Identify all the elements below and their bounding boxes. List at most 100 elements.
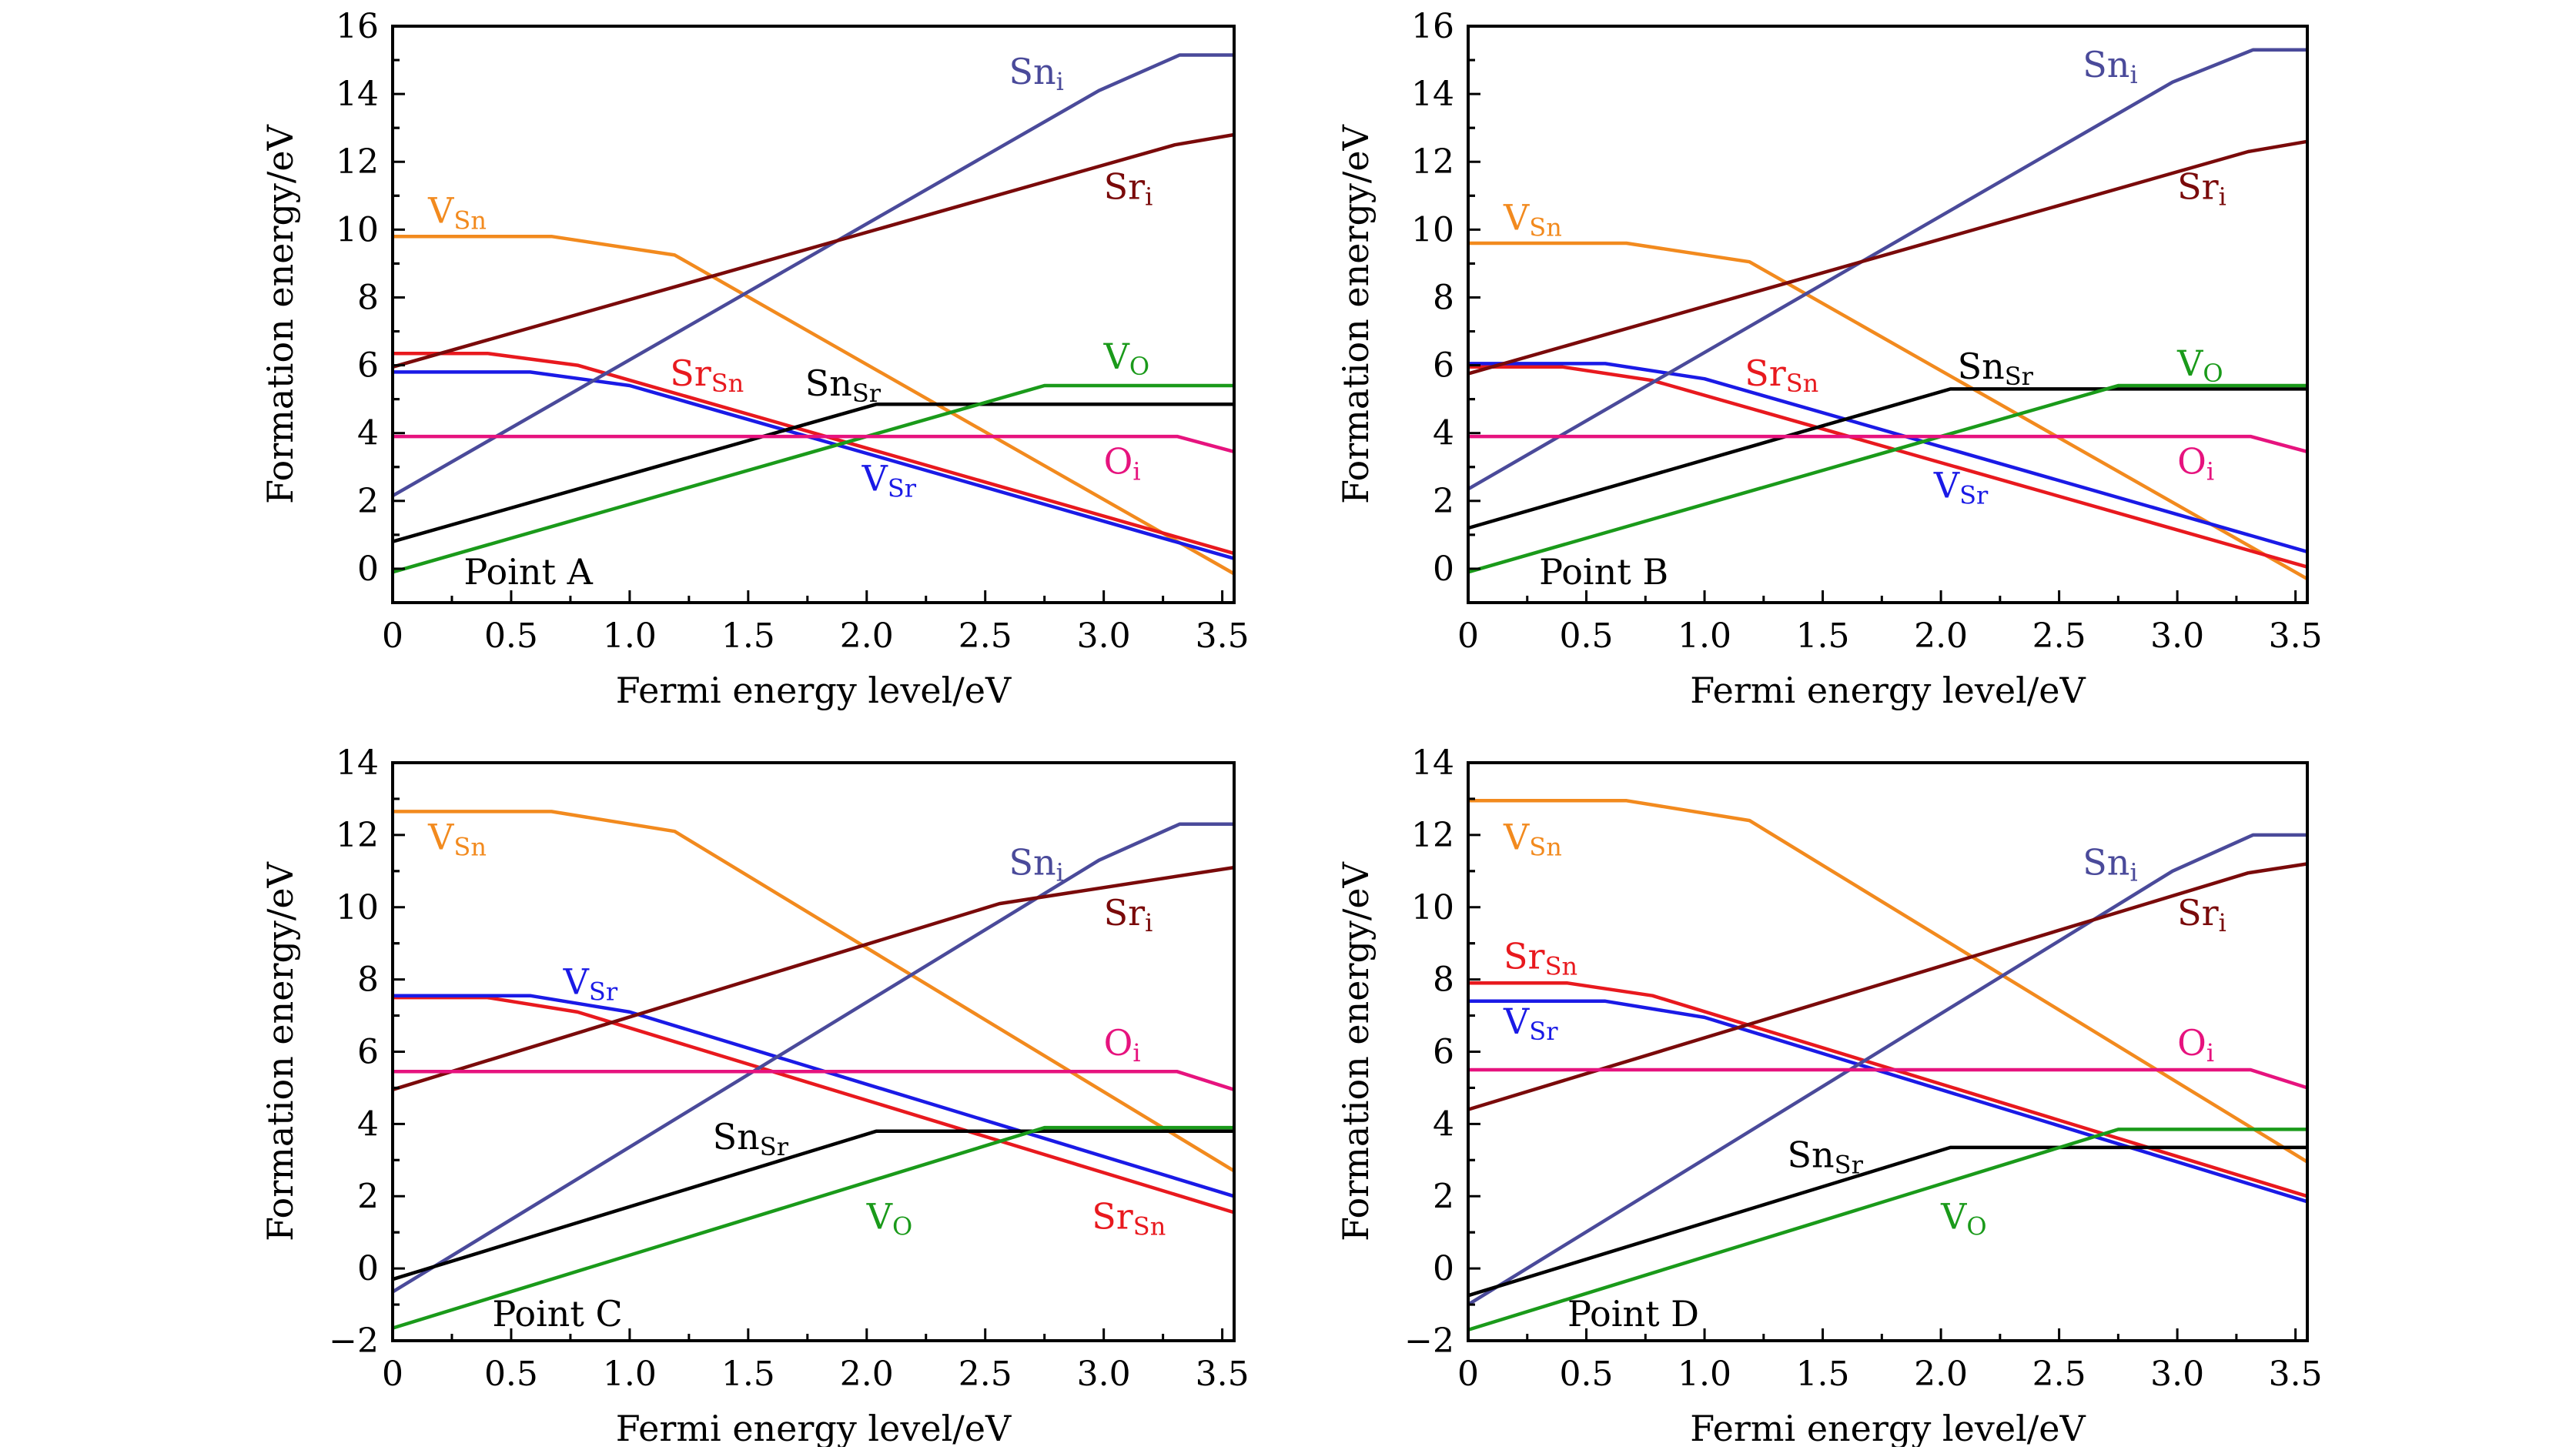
series-line-SrSn [1468, 981, 2308, 1198]
series-label-VSr: VSr [1503, 1001, 1558, 1046]
series-line-VSn [1468, 241, 2309, 581]
series-label-VO: VO [866, 1195, 912, 1241]
series-line-SrSn [393, 995, 1235, 1214]
x-tick-label: 1.0 [1678, 616, 1731, 656]
x-tick-label: 2.0 [840, 1355, 894, 1394]
x-tick-label: 2.0 [1914, 1355, 1968, 1394]
series-line-SnSr [1467, 387, 2307, 530]
series-label-SrSn: SrSn [1504, 936, 1577, 981]
y-axis-title: Formation energy/eV [1335, 124, 1377, 503]
y-tick-label: 14 [1411, 75, 1454, 114]
series-label-VO: VO [1940, 1195, 1986, 1241]
y-tick-label: 4 [357, 1104, 379, 1144]
x-tick-label: 0.5 [1560, 1355, 1614, 1394]
y-tick-label: 14 [336, 75, 379, 114]
y-tick-label: 12 [1411, 142, 1454, 182]
series-line-VSr [393, 994, 1235, 1198]
series-line-VSn [393, 234, 1236, 576]
series-line-VO [1467, 1128, 2307, 1332]
series-line-SnSr [1467, 1145, 2307, 1298]
y-tick-label: 8 [357, 961, 379, 1000]
y-tick-label: 8 [1433, 961, 1454, 1000]
x-tick-label: 2.5 [2032, 616, 2086, 656]
x-tick-label: 1.5 [721, 616, 775, 656]
x-tick-label: 2.5 [2032, 1355, 2086, 1394]
y-tick-label: 12 [1411, 816, 1454, 855]
series-line-VO [1467, 383, 2307, 574]
series-line-Sni [1467, 48, 2307, 491]
series-label-SnSr: SnSr [713, 1116, 789, 1161]
y-tick-label: 4 [357, 414, 379, 453]
series-line-Sri [1467, 139, 2308, 376]
y-axis-title: Formation energy/eV [259, 124, 301, 503]
x-tick-label: 0 [1457, 1355, 1479, 1394]
x-axis-title: Fermi energy level/eV [1690, 1408, 2086, 1447]
y-tick-label: 14 [1411, 743, 1454, 783]
y-tick-label: 0 [1433, 550, 1454, 589]
series-line-VO [392, 383, 1234, 574]
series-label-VSn: VSn [427, 817, 487, 862]
panel-label: Point A [463, 551, 593, 593]
plot-frame [1467, 25, 2309, 604]
y-tick-label: 2 [1433, 1177, 1454, 1216]
series-label-SrSn: SrSn [1092, 1195, 1166, 1241]
y-tick-label: −2 [1404, 1321, 1454, 1361]
series-label-Sni: Sni [2083, 842, 2137, 887]
series-label-Oi: Oi [2177, 441, 2214, 486]
series-line-VSn [393, 810, 1236, 1173]
series-label-Oi: Oi [1104, 441, 1141, 486]
x-tick-label: 2.0 [840, 616, 894, 656]
series-label-VSr: VSr [861, 458, 917, 503]
y-tick-label: 6 [357, 346, 379, 386]
y-tick-label: 10 [1411, 888, 1454, 927]
series-line-Oi [393, 434, 1235, 454]
y-tick-label: 0 [357, 1249, 379, 1288]
series-label-Oi: Oi [1104, 1022, 1141, 1067]
x-tick-label: 2.0 [1914, 616, 1968, 656]
panel-label: Point C [492, 1293, 622, 1335]
y-tick-label: 2 [357, 482, 379, 521]
y-tick-label: 16 [1411, 7, 1454, 46]
x-tick-label: 1.5 [1796, 1355, 1850, 1394]
x-tick-label: 3.5 [2269, 616, 2323, 656]
series-label-Sni: Sni [1009, 51, 1064, 96]
x-tick-label: 0.5 [484, 616, 538, 656]
series-label-Sri: Sri [1104, 892, 1153, 937]
x-tick-label: 1.5 [721, 1355, 775, 1394]
x-tick-label: 1.0 [603, 1355, 657, 1394]
series-line-SrSn [1468, 365, 2308, 569]
y-tick-label: 6 [1433, 1033, 1454, 1072]
x-tick-label: 0 [382, 1355, 403, 1394]
series-line-Sni [391, 53, 1234, 498]
x-tick-label: 2.5 [958, 1355, 1012, 1394]
y-tick-label: 6 [357, 1033, 379, 1072]
series-line-SnSr [392, 1129, 1234, 1281]
panel-label: Point D [1567, 1293, 1699, 1335]
series-label-Sni: Sni [1009, 842, 1064, 887]
series-line-Sri [392, 132, 1235, 369]
x-tick-label: 0.5 [484, 1355, 538, 1394]
y-tick-label: −2 [329, 1321, 379, 1361]
x-tick-label: 3.0 [1077, 616, 1131, 656]
y-tick-label: 16 [336, 7, 379, 46]
series-label-SnSr: SnSr [1788, 1134, 1864, 1180]
x-tick-label: 2.5 [958, 616, 1012, 656]
y-tick-label: 4 [1433, 414, 1454, 453]
series-label-VSn: VSn [427, 190, 487, 236]
series-line-VSn [1468, 799, 2309, 1164]
y-tick-label: 0 [357, 550, 379, 589]
series-line-Sni [1467, 833, 2307, 1307]
series-label-Sri: Sri [2177, 166, 2226, 212]
x-tick-label: 3.0 [1077, 1355, 1131, 1394]
y-tick-label: 6 [1433, 346, 1454, 386]
panel-c: 0 0.5 1.0 1.5 2.0 2.5 3.0 3.5−202468101214Fermi… [259, 743, 1250, 1449]
x-tick-label: 1.0 [603, 616, 657, 656]
series-label-VSn: VSn [1503, 817, 1562, 862]
series-label-VSr: VSr [1933, 464, 1989, 510]
y-tick-label: 2 [1433, 482, 1454, 521]
series-line-VSr [393, 370, 1235, 560]
series-line-Sri [392, 865, 1235, 1091]
series-label-SnSr: SnSr [1958, 346, 2034, 391]
series-label-SnSr: SnSr [805, 362, 882, 408]
